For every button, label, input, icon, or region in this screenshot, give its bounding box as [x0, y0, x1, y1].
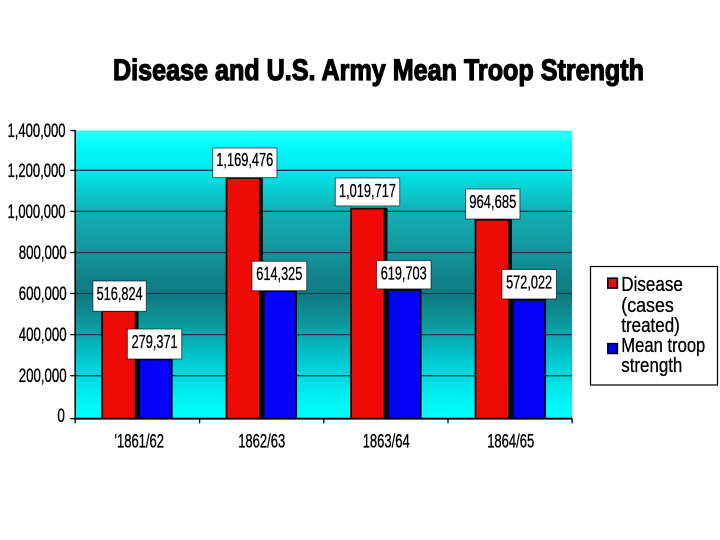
svg-text:200,000: 200,000 — [19, 366, 67, 387]
svg-text:(cases: (cases — [621, 295, 674, 317]
svg-text:1864/65: 1864/65 — [487, 432, 534, 453]
svg-text:1,000,000: 1,000,000 — [8, 202, 66, 223]
svg-text:1,019,717: 1,019,717 — [339, 180, 396, 201]
svg-text:516,824: 516,824 — [97, 283, 143, 304]
svg-text:279,371: 279,371 — [132, 331, 178, 352]
svg-text:964,685: 964,685 — [469, 191, 516, 212]
svg-text:1,200,000: 1,200,000 — [8, 161, 66, 182]
svg-text:400,000: 400,000 — [19, 325, 67, 346]
svg-text:1,169,476: 1,169,476 — [216, 149, 273, 170]
svg-text:1863/64: 1863/64 — [363, 432, 410, 453]
svg-text:'1861/62: '1861/62 — [115, 432, 165, 453]
svg-text:572,022: 572,022 — [506, 272, 552, 293]
svg-text:Disease and U.S. Army Mean Tro: Disease and U.S. Army Mean Troop Strengt… — [113, 54, 644, 87]
svg-text:1,400,000: 1,400,000 — [8, 121, 66, 142]
svg-text:strength: strength — [621, 355, 682, 377]
svg-text:619,703: 619,703 — [381, 263, 427, 284]
svg-text:Disease: Disease — [621, 274, 683, 296]
svg-text:614,325: 614,325 — [256, 263, 302, 284]
svg-text:treated): treated) — [621, 315, 680, 337]
svg-text:Mean troop: Mean troop — [621, 335, 705, 357]
svg-text:1862/63: 1862/63 — [238, 432, 285, 453]
svg-text:800,000: 800,000 — [19, 243, 67, 264]
svg-text:600,000: 600,000 — [19, 284, 67, 305]
svg-text:0: 0 — [57, 406, 65, 427]
